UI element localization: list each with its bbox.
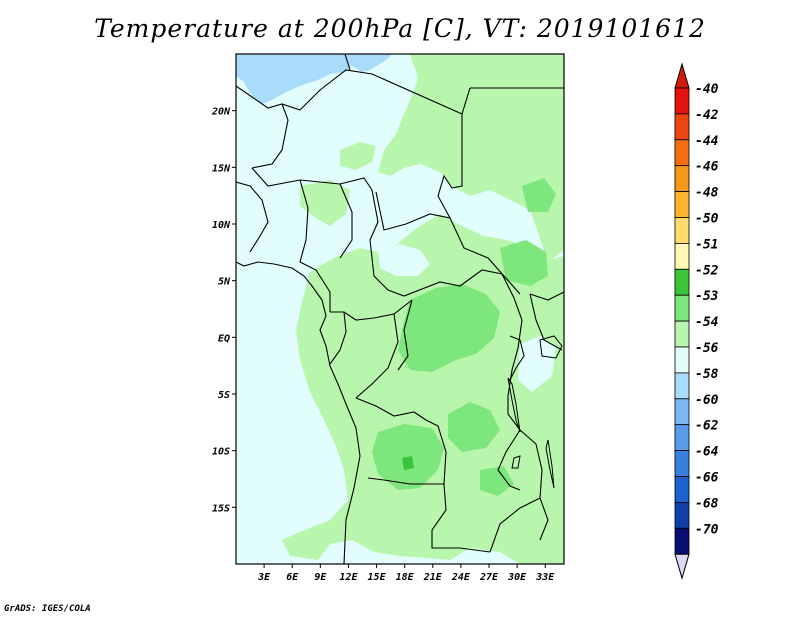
colder-core-east	[500, 240, 548, 286]
colorbar-swatch	[674, 398, 690, 426]
map-frame	[235, 53, 565, 565]
lat-tick-label: EQ	[218, 333, 230, 344]
lat-tick-label: 15S	[212, 503, 230, 514]
colorbar-label: -60	[695, 393, 719, 408]
colorbar-label: -56	[695, 341, 719, 356]
temperature-shading	[236, 54, 564, 564]
lon-tick-label: 3E	[257, 572, 271, 583]
coldest-spot	[402, 456, 414, 470]
colorbar-label: -40	[695, 82, 719, 97]
colorbar-label: -53	[695, 289, 719, 304]
colorbar-swatch	[674, 476, 690, 503]
lake-malawi	[545, 439, 555, 489]
colorbar-label: -70	[695, 522, 719, 537]
lat-tick-label: 10N	[212, 220, 231, 231]
colorbar-label: -66	[695, 471, 719, 486]
colorbar-swatch	[674, 501, 690, 529]
cold-region-north	[236, 54, 392, 72]
lon-tick-label: 9E	[314, 572, 327, 583]
colorbar-swatch	[674, 217, 690, 244]
colorbar-label: -62	[695, 419, 719, 434]
lon-tick-label: 33E	[535, 572, 555, 583]
colorbar-swatch	[674, 87, 690, 115]
lat-tick-label: 5N	[218, 277, 231, 288]
colorbar-swatch	[674, 242, 690, 270]
colorbar-swatch	[674, 268, 690, 296]
colorbar-label: -52	[695, 263, 719, 278]
lon-tick-label: 27E	[479, 572, 499, 583]
lake-mweru	[511, 455, 521, 469]
colorbar-label: -50	[695, 212, 719, 227]
colorbar-arrow-top	[674, 62, 690, 89]
lon-tick-label: 6E	[286, 572, 299, 583]
colorbar-swatch	[674, 320, 690, 348]
colorbar-label: -58	[695, 367, 719, 382]
pale-patch-sahel	[378, 244, 430, 276]
map-title: Temperature at 200hPa [C], VT: 201910161…	[94, 14, 706, 43]
lakes	[507, 335, 563, 489]
pale-patch-east	[518, 336, 556, 392]
lat-tick-label: 10S	[212, 447, 230, 458]
colorbar-label: -64	[695, 445, 719, 460]
latitude-axis: 20N 15N 10N 5N EQ 5S 10S 15S	[211, 107, 236, 514]
colorbar-arrow-bottom	[674, 553, 690, 580]
colorbar-label: -44	[695, 134, 719, 149]
colorbar-swatch	[674, 139, 690, 167]
lon-tick-label: 30E	[507, 572, 527, 583]
cold-region-northwest	[236, 54, 352, 104]
colorbar-swatch	[674, 424, 690, 452]
grads-credit: GrADS: IGES/COLA	[4, 604, 91, 614]
lat-tick-label: 5S	[218, 390, 230, 401]
colorbar-swatch	[674, 527, 690, 555]
political-boundaries	[236, 54, 564, 564]
warm-region-northeast	[378, 54, 564, 262]
colorbar-swatch	[674, 346, 690, 374]
warm-patch-west	[300, 180, 350, 226]
colorbar-swatch	[674, 191, 690, 218]
colder-core-south	[480, 466, 514, 496]
lon-tick-label: 24E	[451, 572, 471, 583]
lon-tick-label: 18E	[396, 572, 415, 583]
colorbar-swatch	[674, 165, 690, 192]
colorbar-swatch	[674, 372, 690, 400]
colorbar-label: -48	[695, 186, 719, 201]
colorbar-swatch	[674, 113, 690, 141]
colder-core-congo	[398, 284, 500, 372]
colorbar-swatch	[674, 294, 690, 322]
longitude-axis: 3E 6E 9E 12E 15E 18E 21E 24E 27E 30E 33E	[257, 564, 555, 583]
lon-tick-label: 15E	[368, 572, 387, 583]
colorbar-swatch	[674, 450, 690, 477]
lake-victoria	[539, 335, 563, 359]
colorbar: -40 -42 -44 -46 -48 -50 -51 -52 -53 -54 -56 -58 -60 -…	[674, 62, 719, 580]
lake-tanganyika	[507, 377, 521, 433]
lon-tick-label: 21E	[423, 572, 443, 583]
colorbar-label: -54	[695, 315, 719, 330]
lat-tick-label: 15N	[212, 163, 231, 174]
colorbar-label: -42	[695, 108, 719, 123]
colorbar-label: -46	[695, 160, 719, 175]
warm-patch-north	[340, 142, 376, 170]
colder-core-zambia	[448, 402, 500, 452]
colorbar-label: -68	[695, 496, 719, 511]
lon-tick-label: 12E	[339, 572, 358, 583]
colorbar-label: -51	[695, 237, 718, 252]
colder-core-northeast	[522, 178, 556, 212]
lat-tick-label: 20N	[211, 107, 231, 118]
